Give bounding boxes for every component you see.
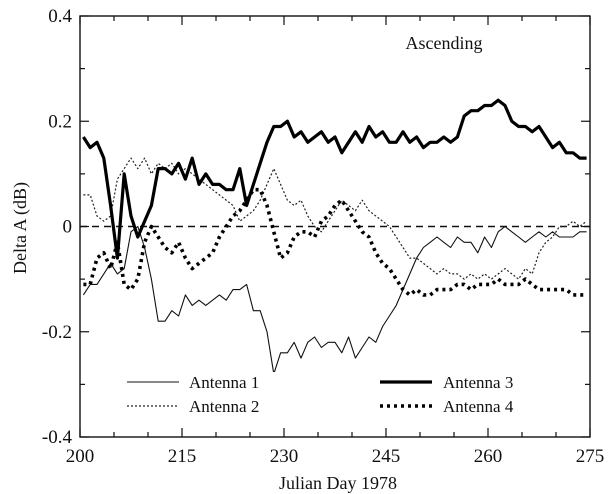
legend-label-antenna-3: Antenna 3 xyxy=(443,373,513,392)
series-lines xyxy=(82,98,587,375)
y-axis-title: Delta A (dB) xyxy=(10,182,31,274)
axes: 200 215 230 245 260 275 -0.4 -0.2 0 0.2 0.4 xyxy=(42,6,604,467)
y-tick-label: -0.2 xyxy=(42,322,72,343)
legend: Antenna 1 Antenna 2 Antenna 3 Antenna 4 xyxy=(120,372,550,420)
x-tick-label: 260 xyxy=(474,446,503,467)
x-tick-label: 200 xyxy=(66,446,95,467)
x-tick-label: 275 xyxy=(576,446,605,467)
series-line-antenna-3 xyxy=(82,98,587,260)
legend-label-antenna-4: Antenna 4 xyxy=(443,397,514,416)
x-tick-label: 215 xyxy=(168,446,197,467)
x-axis-title: Julian Day 1978 xyxy=(279,473,397,493)
y-tick-label: 0.2 xyxy=(48,111,72,132)
series-line-antenna-1 xyxy=(82,225,587,375)
x-tick-label: 245 xyxy=(372,446,401,467)
legend-label-antenna-1: Antenna 1 xyxy=(189,373,259,392)
series-line-antenna-4 xyxy=(83,187,587,297)
y-tick-label: 0.4 xyxy=(48,6,72,27)
x-tick-label: 230 xyxy=(270,446,299,467)
series-line-antenna-2 xyxy=(83,157,587,280)
legend-label-antenna-2: Antenna 2 xyxy=(189,397,259,416)
chart-annotation: Ascending xyxy=(406,33,483,53)
y-tick-label: -0.4 xyxy=(42,427,73,448)
y-tick-label: 0 xyxy=(63,217,73,238)
legend-background xyxy=(120,372,550,420)
